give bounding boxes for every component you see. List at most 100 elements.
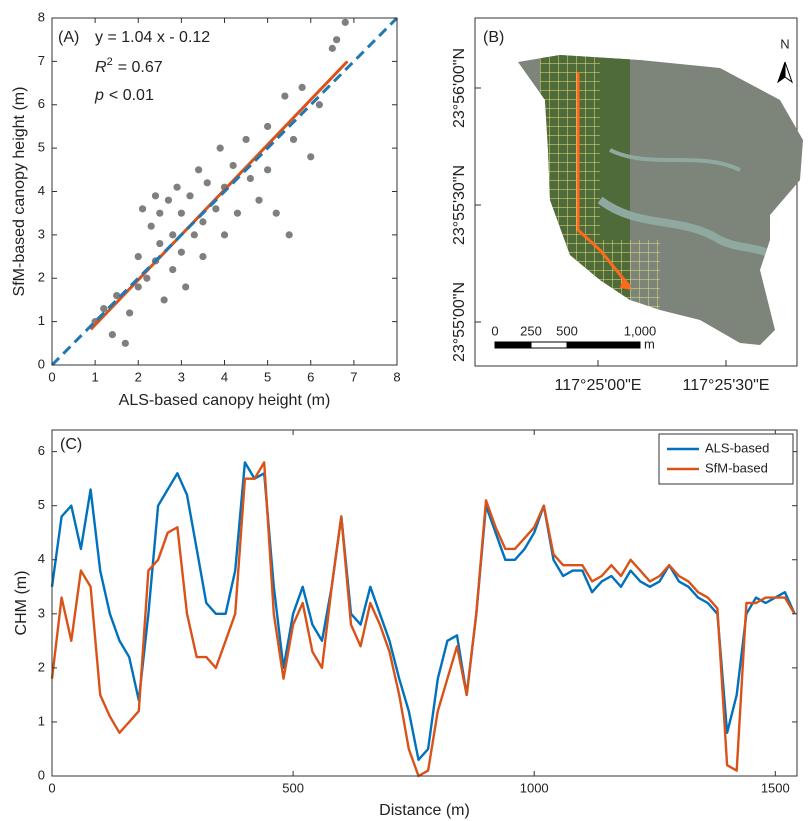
- point: [177, 248, 185, 256]
- scale-label: 500: [556, 323, 578, 338]
- y-tick-label: 2: [38, 270, 45, 285]
- point: [100, 305, 108, 313]
- plot-frame: [51, 429, 798, 777]
- x-tick-label: 0: [48, 780, 55, 795]
- y-tick-label: 2: [38, 659, 45, 674]
- point: [190, 231, 198, 239]
- panel-label: (B): [483, 29, 504, 46]
- transect-arrow: [620, 280, 632, 290]
- point: [156, 239, 164, 248]
- y-tick-label: 5: [38, 497, 45, 512]
- point: [169, 231, 177, 239]
- y-tick-label: 1: [38, 313, 45, 328]
- annotation-part: y = 1.04 x - 0.12: [95, 29, 210, 46]
- y-tick-label: 6: [38, 96, 45, 111]
- lon-label: 117°25'00"E: [555, 377, 642, 394]
- y-axis-label: SfM-based canopy height (m): [11, 87, 28, 297]
- x-axis-label: ALS-based canopy height (m): [119, 392, 331, 409]
- point: [199, 218, 207, 226]
- point: [121, 339, 129, 347]
- annotation-part: 2: [107, 56, 113, 68]
- x-tick-label: 8: [393, 369, 400, 384]
- y-tick-label: 4: [38, 183, 45, 198]
- x-tick-label: 500: [282, 780, 304, 795]
- legend-label: SfM-based: [705, 460, 768, 475]
- transect: [576, 72, 632, 288]
- point: [220, 231, 229, 239]
- point: [177, 209, 185, 217]
- point: [281, 92, 289, 100]
- scale-unit: m: [644, 336, 655, 351]
- lat-label: 23°55'00"N: [451, 282, 468, 362]
- lon-label: 117°25'30"E: [683, 377, 770, 394]
- point: [272, 209, 280, 217]
- y-tick-label: 3: [38, 605, 45, 620]
- point: [233, 209, 242, 217]
- point: [182, 283, 190, 291]
- scale-label: 250: [520, 323, 542, 338]
- point: [113, 292, 121, 300]
- x-tick-label: 1500: [761, 780, 790, 795]
- point: [315, 101, 323, 109]
- point: [333, 36, 341, 44]
- point: [169, 265, 177, 274]
- point: [285, 231, 293, 239]
- identity-line: [50, 16, 399, 367]
- point: [328, 44, 336, 52]
- north-label: N: [780, 36, 789, 51]
- point: [173, 183, 181, 191]
- annotation-part: R: [95, 59, 107, 76]
- scale-label: 1,000: [624, 323, 657, 338]
- annotation-part: = 0.67: [118, 59, 163, 76]
- point: [134, 283, 142, 291]
- point: [307, 153, 315, 161]
- point: [246, 174, 254, 183]
- point: [298, 83, 306, 91]
- point: [229, 161, 237, 170]
- lat-label: 23°56'00"N: [451, 48, 468, 128]
- y-tick-label: 5: [38, 140, 45, 155]
- plot-frame: [51, 17, 398, 366]
- y-tick-label: 7: [38, 53, 45, 68]
- y-tick-label: 4: [38, 551, 45, 566]
- point: [195, 166, 203, 174]
- x-axis-label: Distance (m): [379, 802, 470, 819]
- point: [138, 205, 147, 213]
- series-line: [50, 461, 796, 778]
- x-tick-label: 2: [135, 369, 142, 384]
- x-tick-label: 5: [264, 369, 271, 384]
- point: [186, 192, 194, 200]
- point: [160, 296, 168, 304]
- point: [264, 166, 272, 174]
- y-tick-label: 6: [38, 443, 45, 458]
- lat-label: 23°55'30"N: [451, 165, 468, 245]
- point: [264, 122, 272, 131]
- point: [341, 18, 349, 26]
- point: [151, 192, 160, 200]
- panel-label: (A): [58, 29, 79, 46]
- point: [143, 274, 151, 282]
- x-tick-label: 3: [178, 369, 185, 384]
- map-panel: [474, 17, 803, 367]
- point: [199, 252, 207, 261]
- annotation-part: < 0.01: [109, 87, 154, 104]
- point: [289, 135, 298, 144]
- point: [147, 222, 155, 230]
- x-tick-label: 0: [48, 369, 55, 384]
- panel-label: (C): [60, 436, 82, 453]
- y-tick-label: 1: [38, 713, 45, 728]
- point: [126, 309, 134, 317]
- point: [203, 179, 211, 187]
- scale-bar: [566, 341, 641, 349]
- scale-label: 0: [491, 323, 498, 338]
- x-tick-label: 4: [221, 369, 228, 384]
- point: [255, 196, 263, 204]
- annotation: R2 = 0.67: [95, 56, 163, 76]
- point: [212, 205, 220, 213]
- x-tick-label: 7: [350, 369, 357, 384]
- y-tick-label: 8: [38, 9, 45, 24]
- point: [242, 135, 250, 144]
- annotation-part: p: [94, 87, 104, 104]
- y-tick-label: 0: [38, 767, 45, 782]
